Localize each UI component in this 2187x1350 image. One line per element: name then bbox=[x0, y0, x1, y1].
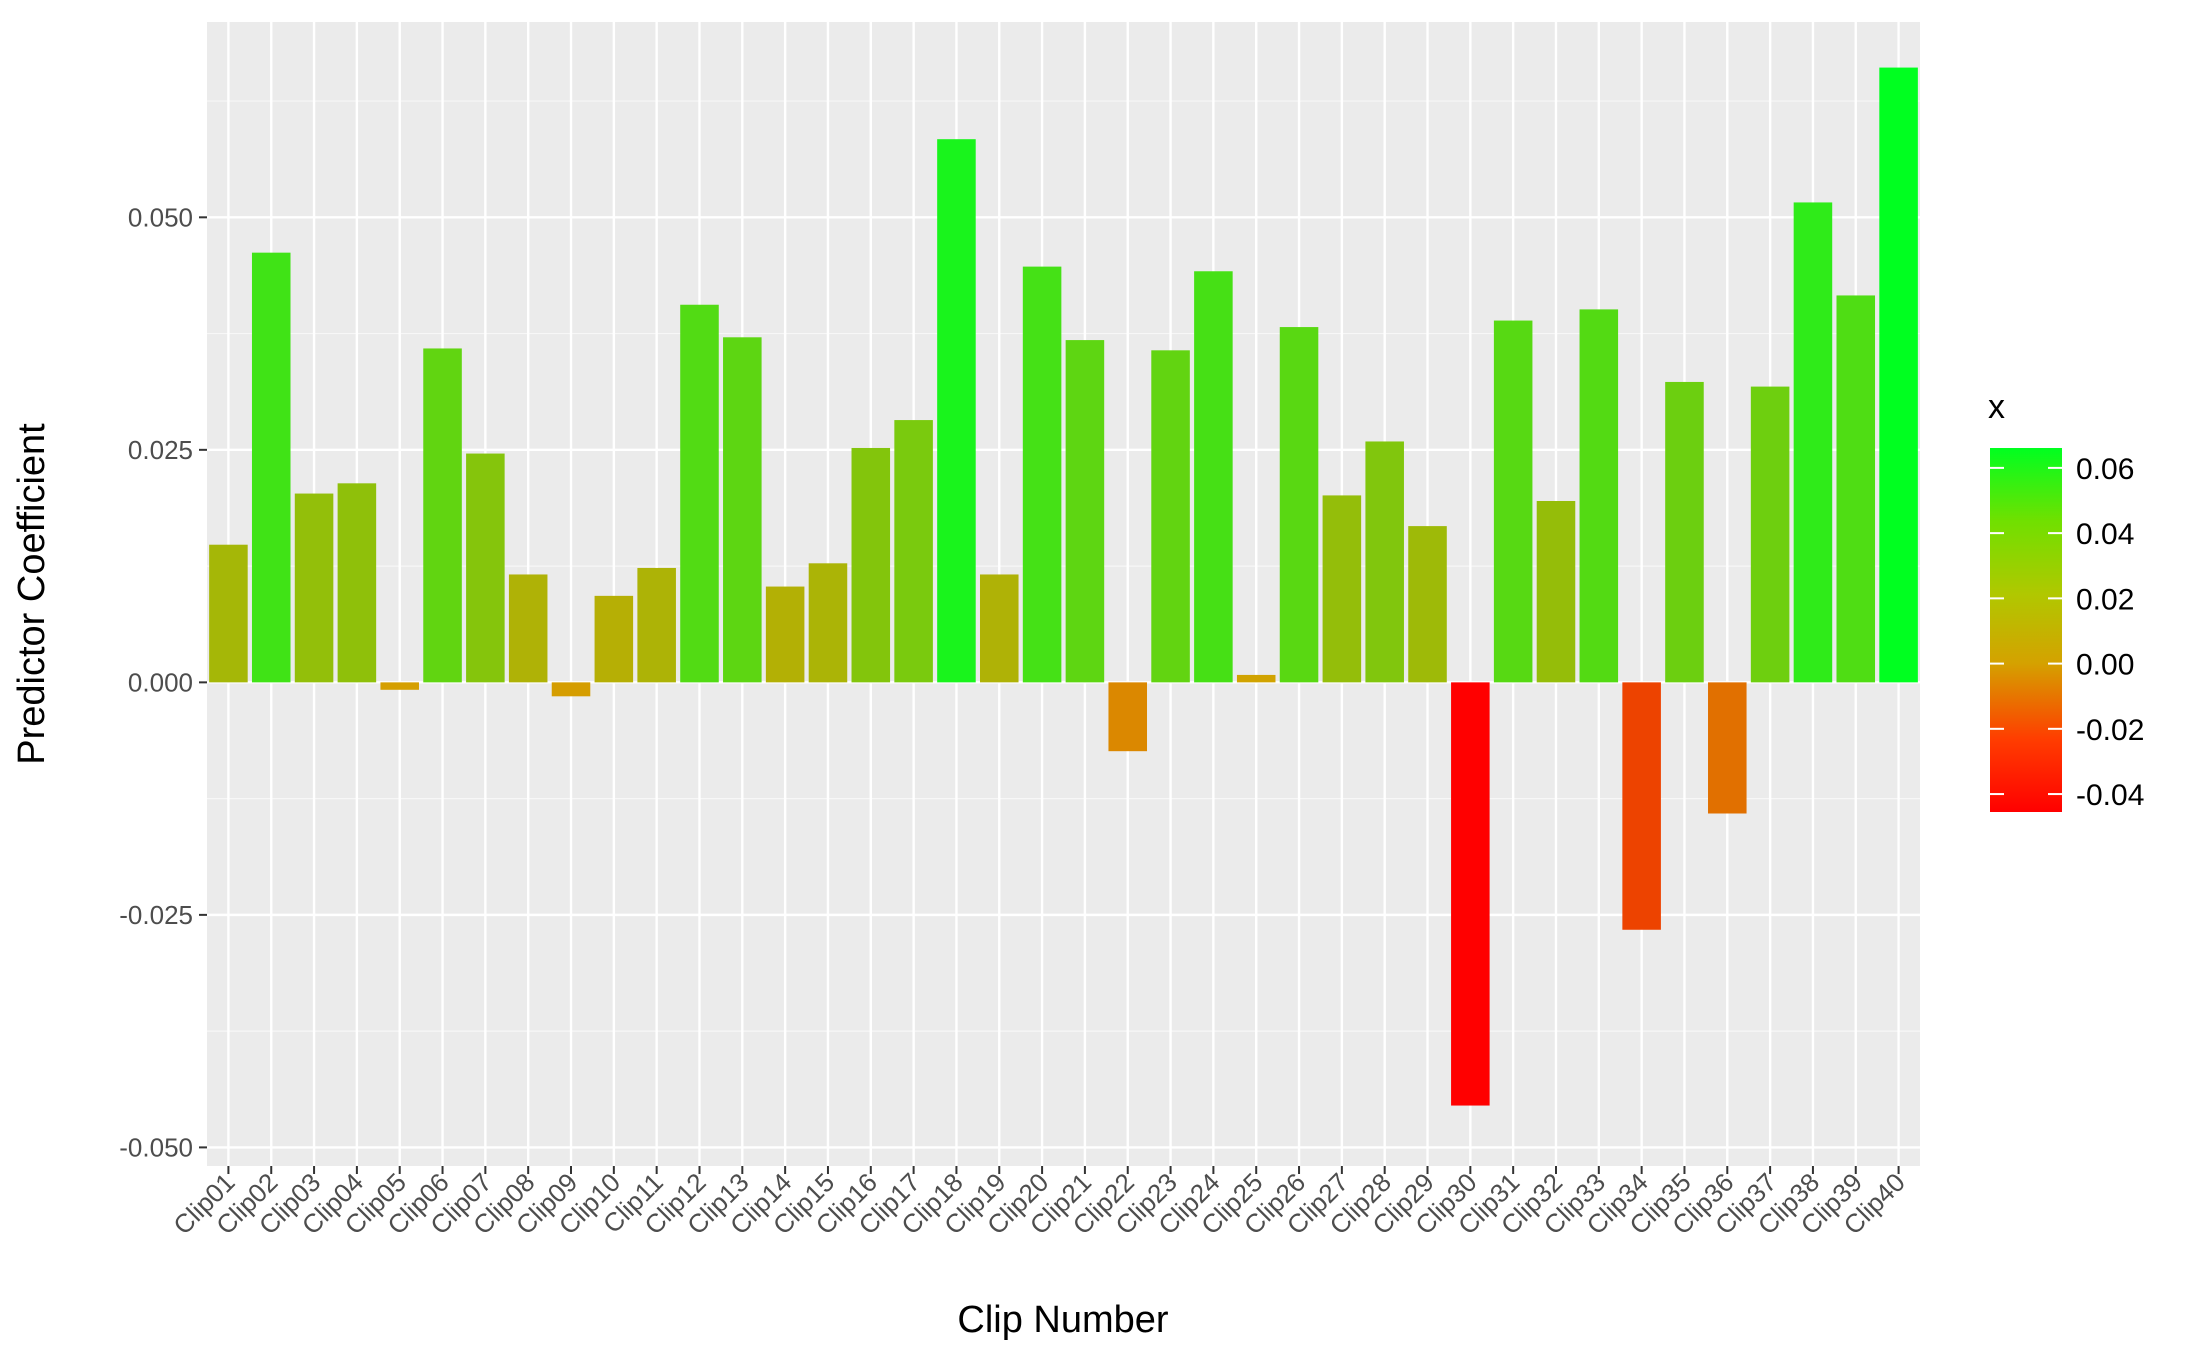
bar-clip31 bbox=[1493, 320, 1533, 683]
bar-clip38 bbox=[1793, 202, 1833, 683]
y-tick-label: 0.050 bbox=[128, 202, 193, 232]
color-legend: x 0.06 0.04 0.02 0.00 -0.02 -0.04 bbox=[1988, 388, 2144, 812]
y-tick-label: 0.000 bbox=[128, 667, 193, 697]
bar-clip28 bbox=[1365, 441, 1404, 683]
bar-clip34 bbox=[1622, 682, 1661, 930]
y-axis-title: Predictor Coefficient bbox=[11, 423, 53, 765]
bar-clip13 bbox=[723, 337, 762, 683]
bar-clip10 bbox=[594, 595, 634, 683]
bar-clip12 bbox=[680, 304, 719, 683]
bar-clip32 bbox=[1536, 500, 1576, 683]
legend-colorbar bbox=[1990, 448, 2062, 812]
bar-clip27 bbox=[1322, 495, 1362, 683]
bar-clip11 bbox=[637, 567, 676, 683]
legend-title: x bbox=[1988, 388, 2005, 426]
x-axis: Clip01Clip02Clip03Clip04Clip05Clip06Clip… bbox=[167, 1166, 1911, 1240]
bar-clip26 bbox=[1279, 327, 1319, 683]
y-tick-label: -0.050 bbox=[119, 1132, 193, 1162]
bar-clip24 bbox=[1194, 271, 1233, 683]
bar-clip04 bbox=[337, 483, 377, 683]
plot-panel bbox=[207, 22, 1920, 1166]
legend-label: 0.02 bbox=[2076, 583, 2134, 616]
bars bbox=[209, 67, 1918, 1106]
bar-clip02 bbox=[251, 252, 291, 683]
bar-clip36 bbox=[1708, 682, 1747, 814]
legend-label: -0.02 bbox=[2076, 714, 2144, 747]
y-axis: -0.050 -0.025 0.000 0.025 0.050 bbox=[119, 202, 207, 1162]
bar-clip25 bbox=[1236, 674, 1276, 683]
bar-clip33 bbox=[1579, 309, 1619, 683]
bar-clip03 bbox=[294, 493, 334, 683]
legend-label: 0.04 bbox=[2076, 518, 2134, 551]
bar-clip15 bbox=[808, 563, 848, 683]
legend-ticks: 0.06 0.04 0.02 0.00 -0.02 -0.04 bbox=[1990, 453, 2144, 812]
bar-clip08 bbox=[508, 574, 548, 683]
bar-clip30 bbox=[1451, 682, 1490, 1106]
bar-clip14 bbox=[765, 586, 805, 683]
bar-clip18 bbox=[937, 139, 976, 683]
bar-clip09 bbox=[551, 682, 591, 697]
bar-clip23 bbox=[1151, 350, 1190, 683]
bar-clip16 bbox=[851, 447, 891, 683]
bar-clip40 bbox=[1879, 67, 1918, 683]
bar-clip35 bbox=[1665, 381, 1704, 683]
bar-clip17 bbox=[894, 420, 933, 683]
y-tick-label: -0.025 bbox=[119, 900, 193, 930]
bar-clip01 bbox=[209, 544, 248, 683]
bar-clip21 bbox=[1065, 340, 1105, 683]
bar-clip39 bbox=[1836, 295, 1876, 683]
legend-label: 0.06 bbox=[2076, 453, 2134, 486]
bar-clip06 bbox=[423, 348, 462, 683]
bar-clip22 bbox=[1108, 682, 1148, 752]
bar-clip19 bbox=[979, 574, 1019, 683]
x-axis-title: Clip Number bbox=[957, 1299, 1169, 1341]
legend-label: -0.04 bbox=[2076, 779, 2144, 812]
bar-clip29 bbox=[1408, 526, 1447, 683]
bar-clip05 bbox=[380, 682, 419, 690]
bar-clip37 bbox=[1750, 386, 1790, 683]
bar-clip20 bbox=[1022, 266, 1062, 683]
bar-clip07 bbox=[466, 453, 505, 683]
legend-label: 0.00 bbox=[2076, 649, 2134, 682]
y-tick-label: 0.025 bbox=[128, 435, 193, 465]
